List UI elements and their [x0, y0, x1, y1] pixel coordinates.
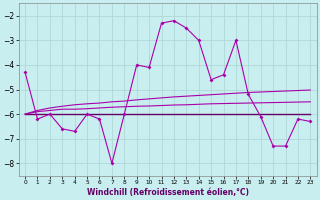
X-axis label: Windchill (Refroidissement éolien,°C): Windchill (Refroidissement éolien,°C): [87, 188, 249, 197]
